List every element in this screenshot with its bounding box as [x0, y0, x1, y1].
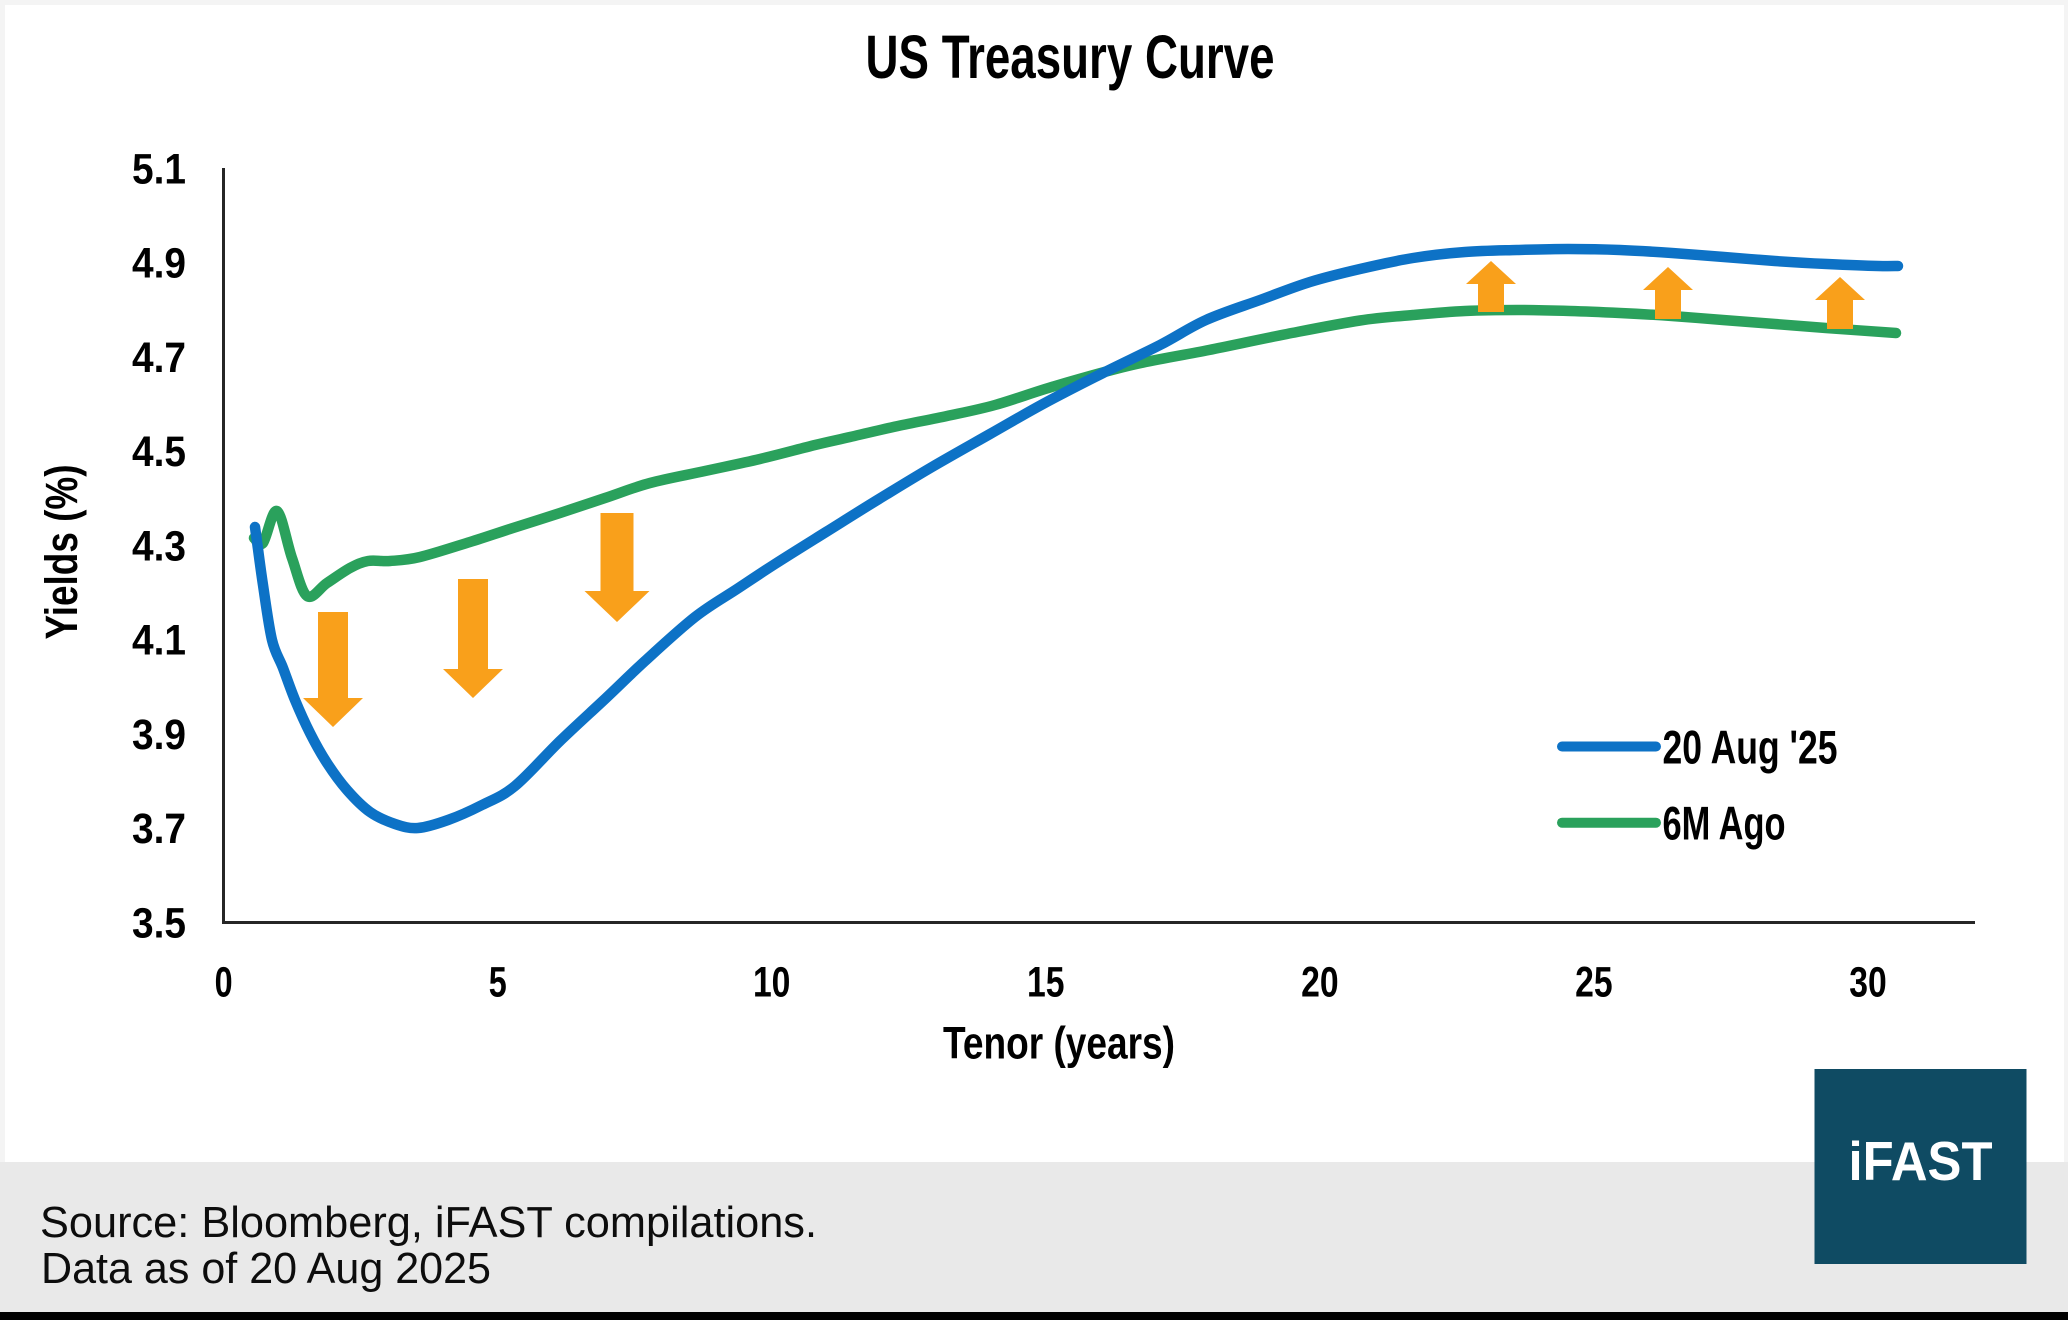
svg-text:6M Ago: 6M Ago [1663, 797, 1786, 850]
svg-text:0: 0 [215, 959, 233, 1007]
svg-text:20: 20 [1301, 959, 1339, 1007]
svg-text:4.9: 4.9 [132, 240, 186, 288]
svg-text:4.5: 4.5 [132, 428, 186, 476]
svg-text:25: 25 [1575, 959, 1613, 1007]
svg-text:3.9: 3.9 [132, 711, 186, 759]
svg-text:4.1: 4.1 [132, 617, 186, 665]
svg-text:10: 10 [753, 959, 791, 1007]
svg-text:3.5: 3.5 [132, 899, 186, 947]
svg-text:4.7: 4.7 [132, 334, 186, 382]
svg-text:4.3: 4.3 [132, 522, 186, 570]
svg-text:5: 5 [489, 959, 507, 1007]
svg-text:Yields (%): Yields (%) [36, 465, 87, 640]
svg-text:iFAST: iFAST [1849, 1131, 1993, 1192]
svg-text:3.7: 3.7 [132, 805, 186, 853]
svg-text:5.1: 5.1 [132, 145, 186, 193]
svg-text:Source: Bloomberg, iFAST compi: Source: Bloomberg, iFAST compilations. [40, 1198, 817, 1247]
svg-text:20 Aug '25: 20 Aug '25 [1663, 720, 1838, 773]
svg-text:Data as of 20 Aug 2025: Data as of 20 Aug 2025 [41, 1244, 491, 1293]
svg-text:30: 30 [1849, 959, 1887, 1007]
svg-text:US Treasury Curve: US Treasury Curve [866, 23, 1275, 91]
svg-text:15: 15 [1027, 959, 1065, 1007]
svg-text:Tenor (years): Tenor (years) [943, 1018, 1175, 1069]
